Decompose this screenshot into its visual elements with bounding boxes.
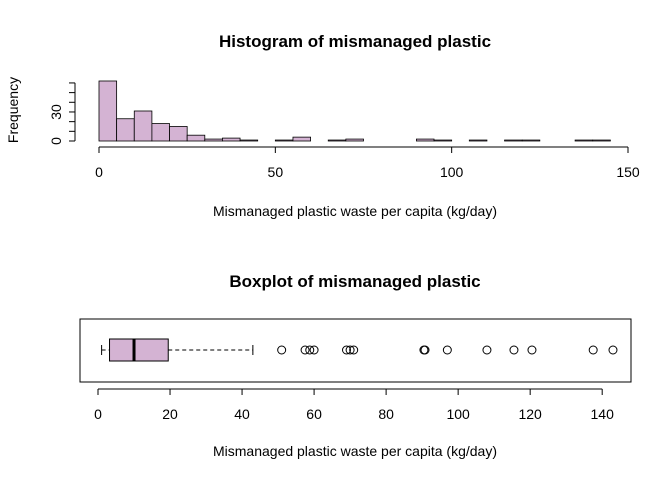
boxplot-x-tick-label-7: 140 [591,406,615,422]
boxplot-outlier-14 [608,345,618,355]
histogram-bar-0 [98,80,118,142]
histogram-bar-21 [468,139,488,142]
histogram-bar-28 [592,139,611,142]
histogram-bar-11 [292,136,312,142]
histogram-bars [98,80,611,142]
boxplot-outlier-11 [509,345,519,355]
boxplot-panel: Boxplot of mismanaged plastic Mismanaged… [79,272,632,459]
boxplot-outlier-8 [420,345,430,355]
histogram-bar-1 [116,118,135,142]
histogram-bar-3 [151,123,170,142]
boxplot-x-tick-label-1: 20 [162,406,178,422]
histogram-bar-7 [222,137,241,142]
histogram-y-axis: 0 30 [48,82,76,145]
boxplot-x-axis-label: Mismanaged plastic waste per capita (kg/… [213,443,497,459]
histogram-y-tick-label-0: 0 [48,137,64,145]
boxplot-outlier-5 [345,345,355,355]
histogram-x-tick-label-0: 0 [95,164,103,180]
boxplot-outlier-12 [527,345,537,355]
boxplot-outlier-9 [442,345,452,355]
boxplot-outlier-3 [309,345,319,355]
histogram-bar-27 [574,139,594,142]
histogram-x-tick-label-3: 150 [616,164,640,180]
boxplot-outlier-0 [277,345,287,355]
boxplot-outlier-1 [300,345,310,355]
boxplot-outlier-13 [588,345,598,355]
boxplot-x-axis: 0 20 40 60 80 100 120 140 [94,388,615,422]
histogram-bar-18 [415,138,435,142]
histogram-title: Histogram of mismanaged plastic [219,32,491,51]
histogram-bar-23 [504,139,523,142]
boxplot-outlier-4 [341,345,351,355]
histogram-panel: Histogram of mismanaged plastic Frequenc… [5,32,640,219]
histogram-x-axis: 0 50 100 150 [95,146,640,180]
boxplot-outlier-2 [305,345,315,355]
histogram-x-axis-label: Mismanaged plastic waste per capita (kg/… [213,203,497,219]
boxplot-x-tick-label-6: 120 [518,406,542,422]
boxplot-x-tick-label-0: 0 [94,406,102,422]
histogram-bar-4 [169,126,188,142]
boxplot-frame [79,318,632,383]
histogram-bar-13 [327,139,347,142]
histogram-bar-5 [186,134,206,142]
histogram-bar-2 [133,110,153,142]
histogram-bar-8 [239,139,259,142]
boxplot-box [109,338,169,362]
histogram-y-axis-label: Frequency [5,77,21,143]
histogram-bar-24 [521,139,541,142]
histogram-x-tick-label-1: 50 [268,164,284,180]
boxplot-outlier-10 [482,345,492,355]
histogram-bar-19 [433,139,453,142]
histogram-x-tick-label-2: 100 [440,164,464,180]
histogram-bar-6 [204,138,223,142]
boxplot-x-tick-label-3: 60 [306,406,322,422]
boxplot-x-tick-label-4: 80 [378,406,394,422]
boxplot-title: Boxplot of mismanaged plastic [229,272,480,291]
boxplot-marks [101,338,618,362]
boxplot-x-tick-label-2: 40 [234,406,250,422]
histogram-bar-10 [274,139,294,142]
histogram-bar-14 [345,138,364,142]
boxplot-outlier-6 [349,345,359,355]
histogram-y-tick-label-3: 30 [48,104,64,120]
boxplot-x-tick-label-5: 100 [446,406,470,422]
